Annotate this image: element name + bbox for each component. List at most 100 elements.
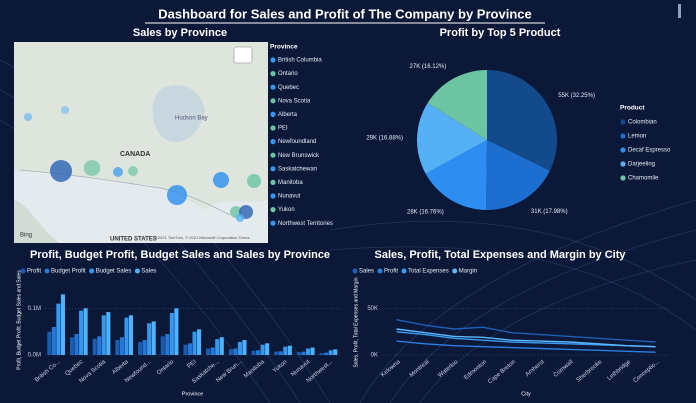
legend-label: Lemon xyxy=(628,134,646,140)
map-legend-dot xyxy=(270,125,276,131)
bar xyxy=(60,294,65,355)
bar xyxy=(287,345,292,355)
bar xyxy=(79,310,84,355)
map-legend-label: PEI xyxy=(278,126,288,132)
map-legend-dot xyxy=(270,166,276,172)
bar xyxy=(183,344,188,355)
map-bubble xyxy=(50,160,72,182)
map-legend-label: Yukon xyxy=(278,207,295,213)
bar xyxy=(210,347,215,355)
legend-label: Margin xyxy=(459,269,477,275)
bar xyxy=(119,337,124,355)
map-legend-dot xyxy=(270,179,276,185)
legend-dot xyxy=(134,268,140,274)
map-focus-button[interactable] xyxy=(233,46,253,64)
chart-title: Profit by Top 5 Product xyxy=(440,27,561,39)
map-sea-label: Hudson Bay xyxy=(175,116,208,122)
legend-label: Sales xyxy=(141,269,156,275)
map-legend-label: Ontario xyxy=(278,71,298,77)
chart-title: Profit, Budget Profit, Budget Sales and … xyxy=(30,249,330,261)
pie-slice xyxy=(417,102,487,174)
legend-dot xyxy=(620,147,626,153)
bar xyxy=(138,341,143,355)
y-tick-label: 0.0M xyxy=(28,353,41,359)
line xyxy=(396,328,656,348)
bar xyxy=(274,351,279,355)
pie-value-label: 27K (16.12%) xyxy=(410,64,447,70)
legend-label: Colombian xyxy=(628,120,657,126)
map-bay xyxy=(152,85,205,142)
bar xyxy=(51,327,56,355)
bar xyxy=(92,338,97,355)
map-legend-dot xyxy=(270,71,276,77)
map-land xyxy=(14,42,268,210)
line xyxy=(396,319,656,343)
map-bubble xyxy=(128,166,138,176)
legend-dot xyxy=(377,268,383,274)
legend-dot xyxy=(620,161,626,167)
legend-dot xyxy=(44,268,50,274)
map-legend-label: Newfoundland xyxy=(278,139,316,145)
y-axis-label: Sales, Profit, Total Expenses and Margin xyxy=(353,277,359,367)
map-legend-label: New Brunswick xyxy=(278,153,320,159)
bar xyxy=(101,315,106,355)
legend-label: Budget Sales xyxy=(96,269,132,275)
bar xyxy=(310,347,315,355)
map-legend-label: Northwest Territories xyxy=(278,221,333,227)
bar xyxy=(169,313,174,355)
pie-slice xyxy=(487,70,557,171)
bar xyxy=(197,329,202,355)
map-legend-dot xyxy=(270,98,276,104)
bar xyxy=(115,340,120,355)
bar xyxy=(83,308,88,355)
bar xyxy=(278,351,283,355)
y-tick-label: 0K xyxy=(371,353,378,359)
bar xyxy=(151,321,156,355)
map-bubble xyxy=(167,185,187,205)
bar xyxy=(124,317,129,355)
y-axis-label: Profit, Budget Profit, Budget Sales and … xyxy=(16,270,22,370)
pie-slice xyxy=(427,70,487,140)
map-legend-label: British Columbia xyxy=(278,58,322,64)
map-title: Sales by Province xyxy=(133,27,227,39)
legend-label: Chamomile xyxy=(628,176,659,182)
legend-label: Budget Profit xyxy=(51,269,86,275)
bar xyxy=(206,348,211,355)
bar xyxy=(142,340,147,355)
map-legend-dot xyxy=(270,152,276,158)
bar xyxy=(128,315,134,355)
map-bubble xyxy=(213,172,229,188)
map-legend-label: Quebec xyxy=(278,85,299,91)
bar xyxy=(192,331,197,355)
legend-dot xyxy=(452,268,458,274)
map-us-label: UNITED STATES xyxy=(110,237,157,243)
bar xyxy=(324,352,329,355)
map-legend-dot xyxy=(270,111,276,117)
bar xyxy=(187,343,193,355)
map-legend-label: Manitoba xyxy=(278,180,303,186)
legend-label: Total Expenses xyxy=(408,269,449,275)
map-legend-dot xyxy=(270,193,276,199)
map-bubble xyxy=(113,167,123,177)
x-axis-label: Province xyxy=(182,391,203,397)
legend-label: Profit xyxy=(27,269,41,275)
map-legend-dot xyxy=(270,57,276,63)
bar xyxy=(242,340,247,355)
legend-label: Sales xyxy=(359,269,374,275)
map-bubble xyxy=(61,106,69,114)
bar xyxy=(256,350,261,355)
map-legend-label: Nova Scotia xyxy=(278,98,311,104)
bar xyxy=(237,341,242,355)
legend-label: Profit xyxy=(384,269,398,275)
bar xyxy=(283,346,288,355)
map-bubble xyxy=(247,174,261,188)
legend-dot xyxy=(620,175,626,181)
map-legend-dot xyxy=(270,84,276,90)
legend-dot xyxy=(89,268,95,274)
chart-title: Sales, Profit, Total Expenses and Margin… xyxy=(374,249,626,261)
bar xyxy=(233,348,238,355)
x-tick-label: PEI xyxy=(187,359,199,370)
legend-title: Product xyxy=(620,105,645,112)
map-legend-dot xyxy=(270,220,276,226)
pie-value-label: 31K (17.98%) xyxy=(531,209,568,215)
